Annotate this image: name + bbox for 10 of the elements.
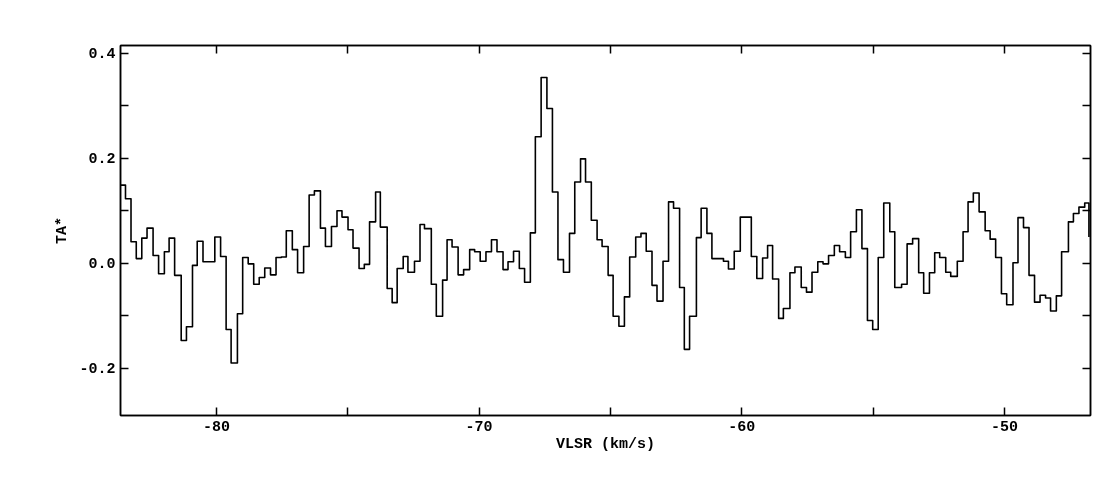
y-tick-label: 0.4 <box>88 46 116 64</box>
x-tick-label: -60 <box>728 418 756 436</box>
y-axis-title: TA* <box>54 216 72 244</box>
y-tick-label: -0.2 <box>79 361 116 379</box>
x-tick-label: -70 <box>465 418 493 436</box>
x-axis-title: VLSR (km/s) <box>555 435 656 453</box>
y-tick-label: 0.0 <box>88 256 116 274</box>
y-tick-label: 0.2 <box>88 151 116 169</box>
x-tick-label: -80 <box>202 418 230 436</box>
x-tick-label: -50 <box>991 418 1019 436</box>
